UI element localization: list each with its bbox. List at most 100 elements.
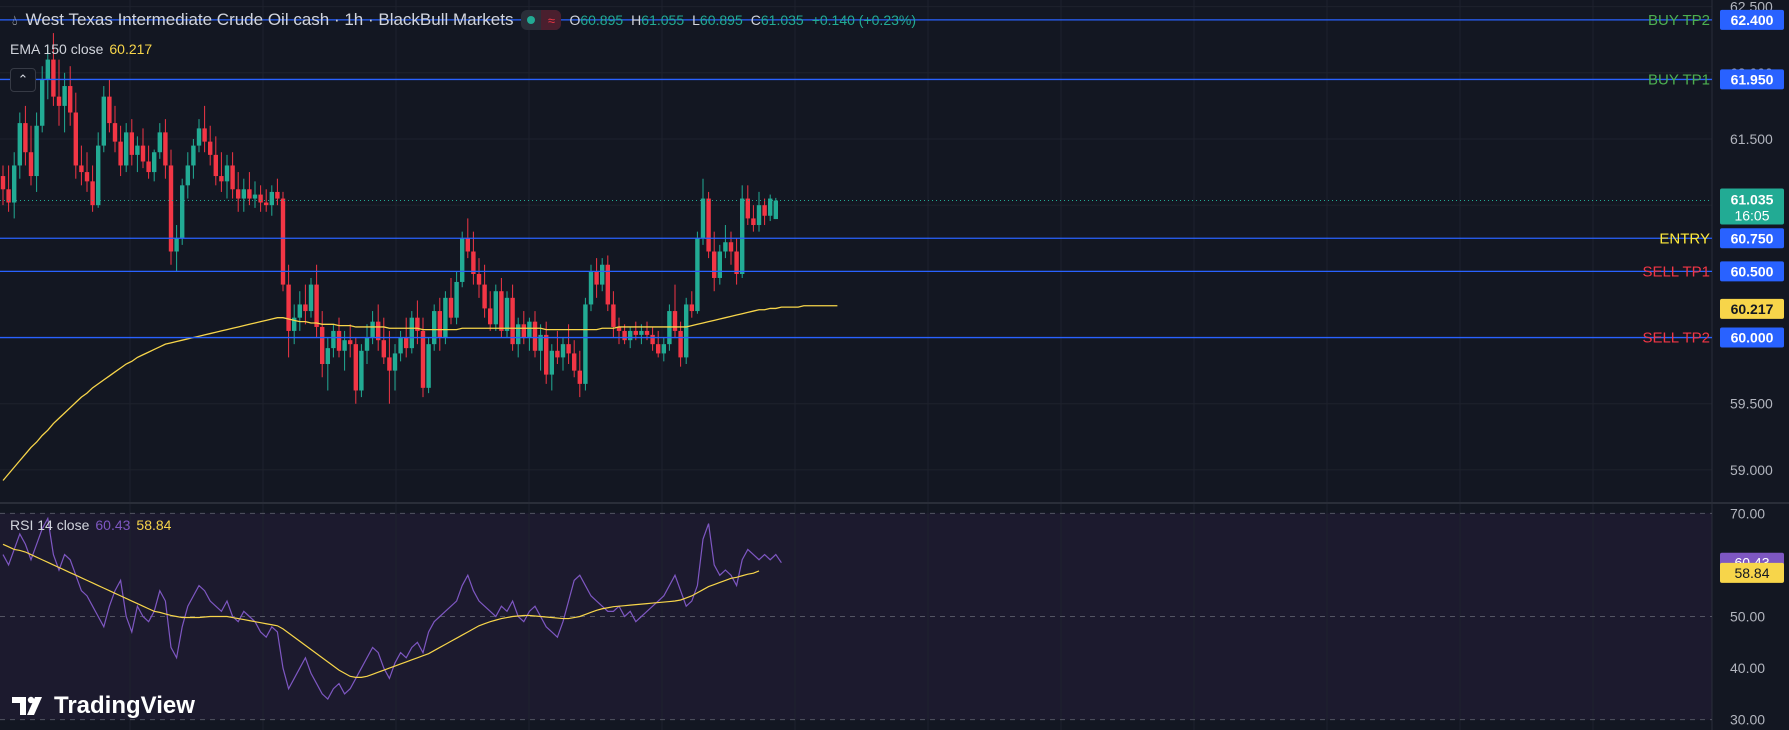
candle-body [639,330,644,335]
candle-body [269,191,274,206]
candle-body [303,304,308,312]
candle-body [549,350,554,375]
candle-body [353,344,358,391]
rsi-ma-line [2,543,760,678]
rsi-ma-badge-bg [1720,562,1784,583]
candle-body [611,304,616,327]
candle-body [241,189,246,199]
tradingview-logo-text: TradingView [54,692,195,719]
candle-body [342,340,347,351]
candle-body [628,330,633,341]
candle-body [107,96,112,124]
candle-body [40,79,45,126]
candle-body [695,238,700,312]
candle-body [146,161,151,173]
candle-body [700,198,706,239]
candle-body [370,321,375,338]
rsi-band-fill [0,513,1712,720]
candle-body [163,132,168,166]
level-price-badge: 60.500 [1720,261,1784,282]
level-price-badge-bg [1720,69,1784,90]
rsi-legend[interactable]: RSI 14 close 60.43 58.84 [10,517,171,533]
candle-body [185,165,190,186]
candle-body [538,334,543,351]
candle-body [471,251,476,275]
level-price-badge-bg [1720,228,1784,249]
countdown-text: 16:05 [1734,208,1769,224]
candle-body [499,291,504,331]
current-price-badge-bg [1720,188,1784,225]
candle-body [51,59,56,97]
rsi-tick-label: 40.00 [1730,660,1765,676]
ema-legend[interactable]: EMA 150 close 60.217 [10,41,152,57]
collapse-indicators-button[interactable]: ⌃ [10,68,36,92]
level-label: SELL TP2 [1642,330,1710,347]
candle-body [56,96,62,106]
candle-body [583,304,588,384]
price-tick-label: 61.500 [1730,131,1773,147]
market-status-pill[interactable]: ≈ [521,10,562,30]
candle-body [208,141,213,155]
candle-body [325,348,330,365]
candle-body [124,132,129,166]
candle-body [152,152,157,173]
candle-body [712,251,717,278]
candle-body [415,317,420,331]
candle-body [493,291,498,325]
candle-body [112,123,118,142]
candle-body [706,198,711,252]
candle-body [460,238,465,282]
candle-body [6,189,11,203]
market-open-icon [521,10,541,30]
level-label: ENTRY [1659,230,1710,247]
candle-body [168,165,174,252]
candle-body [280,198,286,285]
tradingview-logo[interactable]: TradingView [12,692,195,720]
candle-body [23,123,28,153]
candle-body [616,326,622,331]
candle-body [734,251,739,275]
candle-body [17,123,22,166]
candle-body [45,59,50,80]
ema-price-badge-bg [1720,298,1784,319]
candle-body [62,86,67,106]
ema-price-badge: 60.217 [1720,298,1784,319]
candle-body [633,330,638,335]
candle-body [465,238,470,252]
candle-body [202,128,207,142]
candle-body [560,344,566,358]
candle-body [768,198,773,216]
rsi-ma-badge: 58.84 [1720,562,1784,583]
candle-body [678,330,683,358]
symbol-title[interactable]: West Texas Intermediate Crude Oil cash ·… [25,10,514,29]
candle-body [443,297,448,338]
rsi-value: 60.43 [95,517,131,533]
current-price-text: 61.035 [1731,192,1774,208]
candle-body [437,311,442,338]
candle-body [230,165,235,190]
candle-body [420,330,426,388]
rsi-tick-label: 30.00 [1730,712,1765,728]
candle-body [689,304,694,312]
level-price-badge: 61.950 [1720,69,1784,90]
ema-value: 60.217 [109,41,153,57]
candle-body [308,284,314,312]
chevron-up-icon: ⌃ [17,72,29,87]
candle-body [432,311,437,345]
tradingview-logo-icon [12,695,48,717]
candle-body [398,337,403,354]
candle-body [605,264,610,305]
candle-body [275,191,280,199]
price-tick-label: 59.000 [1730,462,1773,478]
level-price-badge-bg [1720,9,1784,30]
level-price-badge: 60.000 [1720,327,1784,348]
candle-body [0,176,6,190]
level-price-badge-text: 61.950 [1731,71,1774,87]
candle-body [101,96,106,146]
candle-body [521,324,526,338]
change-value: +0.140 (+0.23%) [811,12,916,28]
oil-drop-icon: 💧︎ [12,11,18,28]
candle-body [667,311,672,345]
